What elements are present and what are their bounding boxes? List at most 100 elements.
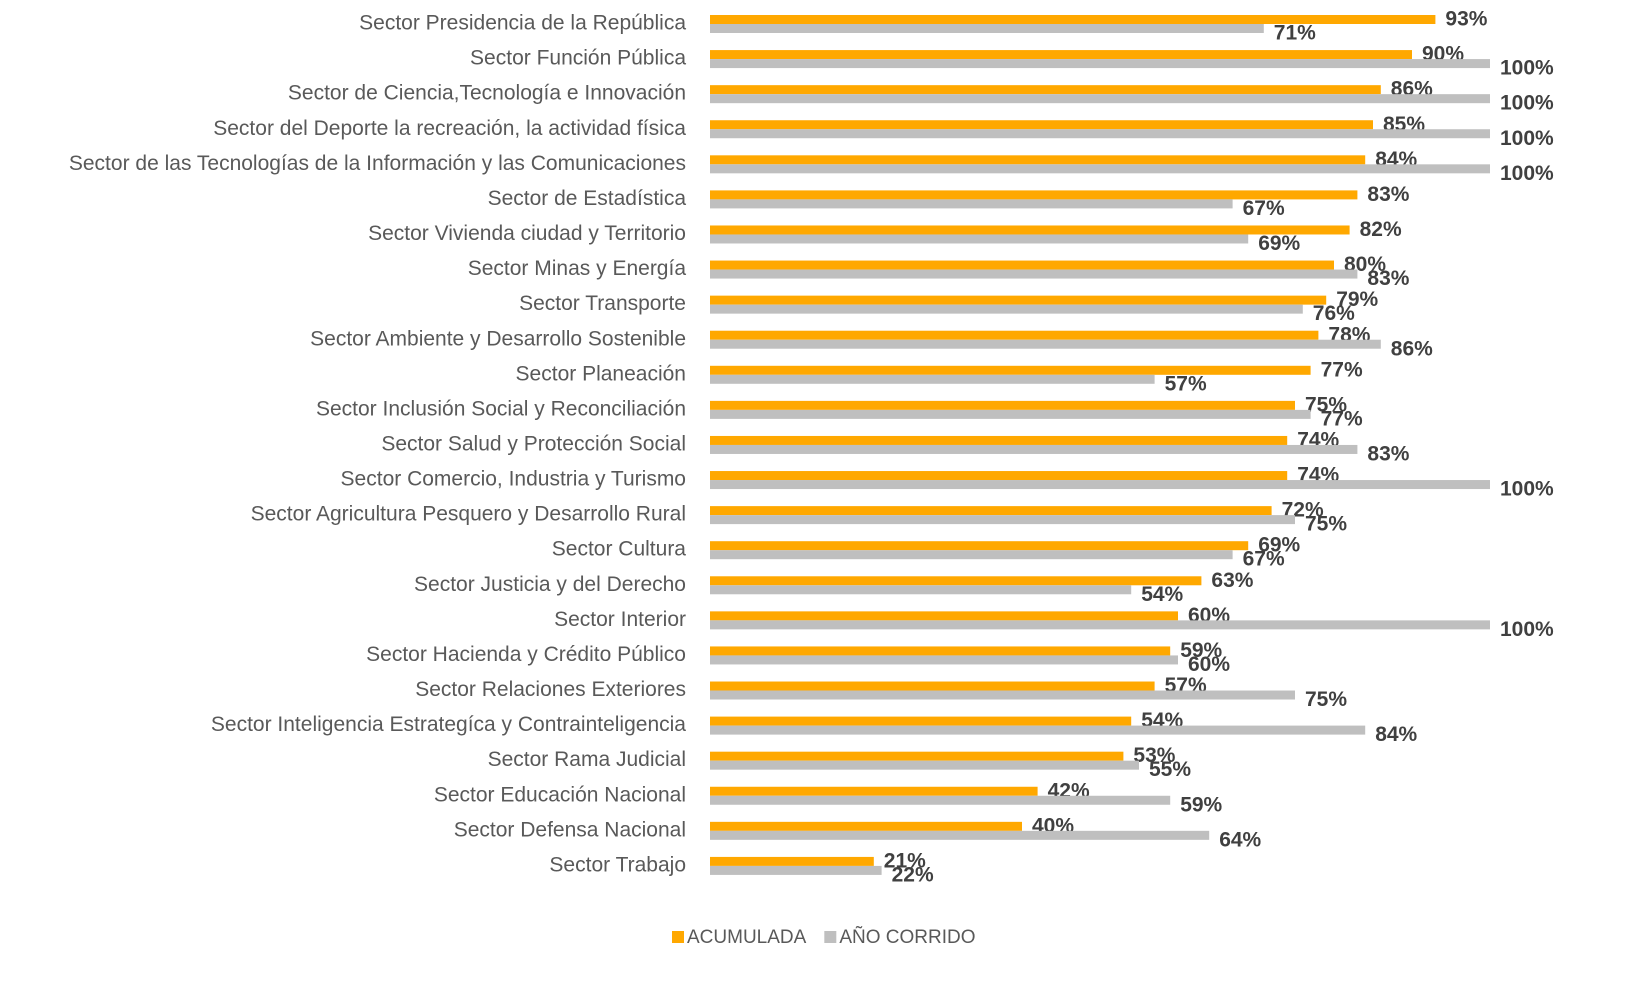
data-label: 53% [1133,744,1175,767]
category-label: Sector Función Pública [470,47,686,70]
bar [710,85,1381,95]
data-label: 21% [884,849,926,872]
category-label: Sector Ambiente y Desarrollo Sostenible [310,327,686,350]
bar [710,444,1358,454]
bar [710,576,1202,586]
category-label: Sector Relaciones Exteriores [415,678,686,701]
category-label: Sector Justicia y del Derecho [414,573,686,596]
bar [710,716,1132,726]
bar [710,339,1381,349]
data-label: 83% [1367,267,1409,290]
data-label: 67% [1243,197,1285,220]
bar [710,199,1233,209]
category-label: Sector del Deporte la recreación, la act… [213,117,686,140]
data-label: 83% [1367,183,1409,206]
category-label: Sector Interior [554,608,686,631]
data-label: 86% [1391,337,1433,360]
category-label: Sector Rama Judicial [488,748,686,771]
data-label: 82% [1360,218,1402,241]
category-label: Sector Agricultura Pesquero y Desarrollo… [251,503,686,526]
bar [710,129,1490,139]
bar [710,856,874,866]
bar [710,50,1412,60]
data-label: 67% [1243,548,1285,571]
data-label: 57% [1165,372,1207,395]
bar [710,480,1490,490]
data-label: 60% [1188,653,1230,676]
data-label: 69% [1258,232,1300,255]
bar [710,515,1295,525]
legend-label: AÑO CORRIDO [839,926,975,948]
legend-label: ACUMULADA [687,927,807,948]
category-label: Sector Hacienda y Crédito Público [366,643,686,666]
data-label: 93% [1445,8,1487,31]
bar [710,374,1155,384]
bar [710,506,1272,516]
data-label: 75% [1305,393,1347,416]
data-label: 77% [1321,358,1363,381]
category-label: Sector Defensa Nacional [454,818,686,841]
data-label: 59% [1180,793,1222,816]
bar [710,120,1373,130]
category-label: Sector Presidencia de la República [359,12,686,35]
bar [710,865,882,875]
bar [710,15,1436,24]
bar [710,269,1358,279]
bar [710,225,1350,235]
bar [710,471,1288,481]
bar [710,295,1327,305]
bar [710,304,1303,314]
bar [710,690,1295,700]
bar [710,24,1264,33]
bar [710,59,1490,69]
data-label: 79% [1336,288,1378,311]
bar [710,620,1490,630]
bar [710,821,1022,831]
category-label: Sector Inteligencia Estrategíca y Contra… [211,713,686,736]
bar [710,585,1132,595]
category-label: Sector Planeación [516,362,686,385]
category-label: Sector de Ciencia,Tecnología e Innovació… [288,82,686,105]
data-label: 100% [1500,162,1554,185]
bar [710,330,1319,340]
data-label: 55% [1149,758,1191,781]
data-label: 77% [1321,407,1363,430]
data-label: 100% [1500,478,1554,501]
bar [710,760,1139,770]
data-label: 22% [892,863,934,886]
category-label: Sector Trabajo [549,853,686,876]
category-label: Sector Minas y Energía [468,257,687,280]
bar [710,646,1171,656]
bar [710,190,1358,200]
category-label: Sector Transporte [519,292,686,315]
category-label: Sector Educación Nacional [434,783,686,806]
category-label: Sector Vivienda ciudad y Territorio [368,222,686,245]
data-label: 75% [1305,513,1347,536]
bar [710,260,1334,270]
data-label: 83% [1367,443,1409,466]
bar [710,234,1249,244]
bar [710,725,1366,735]
bar [710,409,1311,419]
data-label: 69% [1258,534,1300,557]
legend-swatch [824,931,837,943]
bar [710,681,1155,691]
category-label: Sector Cultura [552,538,687,561]
bar [710,365,1311,375]
category-label: Sector Salud y Protección Social [381,433,686,456]
bar [710,400,1295,410]
data-label: 64% [1219,828,1261,851]
data-label: 100% [1500,618,1554,641]
bar [710,830,1210,840]
bar [710,94,1490,104]
bar [710,164,1490,174]
bar [710,655,1178,665]
data-label: 100% [1500,127,1554,150]
bar [710,550,1233,560]
legend-swatch [672,931,684,943]
bar [710,751,1124,761]
data-label: 63% [1211,569,1253,592]
category-label: Sector Inclusión Social y Reconciliación [316,397,686,420]
category-label: Sector Comercio, Industria y Turismo [341,468,686,491]
